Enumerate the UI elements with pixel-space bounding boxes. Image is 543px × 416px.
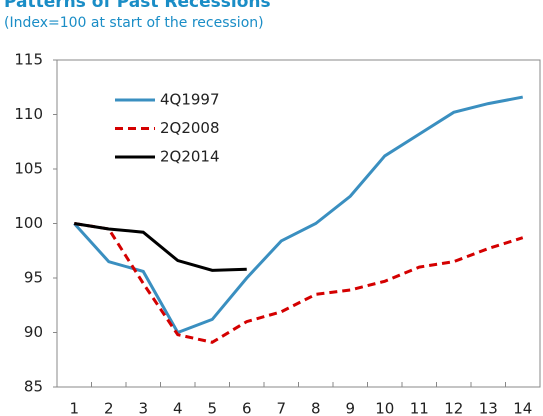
x-tick-label: 5: [207, 400, 217, 416]
y-tick-label: 110: [14, 105, 43, 123]
x-tick-label: 10: [375, 400, 394, 416]
x-tick-label: 9: [345, 400, 355, 416]
y-tick-label: 115: [14, 51, 43, 69]
legend-label: 2Q2014: [160, 148, 220, 166]
x-tick-label: 13: [479, 400, 498, 416]
series-line: [73, 95, 524, 335]
x-tick-label: 6: [242, 400, 252, 416]
x-tick-label: 3: [138, 400, 148, 416]
series-line: [74, 222, 524, 344]
y-tick-label: 105: [14, 160, 43, 178]
chart-subtitle: (Index=100 at start of the recession): [4, 15, 264, 31]
legend-label: 4Q1997: [160, 91, 220, 109]
x-tick-label: 1: [69, 400, 79, 416]
y-tick-label: 100: [14, 214, 43, 232]
series-line: [74, 222, 247, 272]
y-tick-label: 90: [24, 323, 43, 341]
x-tick-label: 11: [410, 400, 429, 416]
x-tick-label: 12: [444, 400, 463, 416]
legend-label: 2Q2008: [160, 119, 220, 137]
x-tick-label: 8: [311, 400, 321, 416]
y-tick-label: 95: [24, 269, 43, 287]
x-tick-label: 4: [173, 400, 183, 416]
y-tick-label: 85: [24, 378, 43, 396]
x-tick-label: 2: [104, 400, 114, 416]
x-tick-label: 7: [276, 400, 286, 416]
chart-title: Patterns of Past Recessions: [4, 0, 271, 12]
x-tick-label: 14: [513, 400, 532, 416]
